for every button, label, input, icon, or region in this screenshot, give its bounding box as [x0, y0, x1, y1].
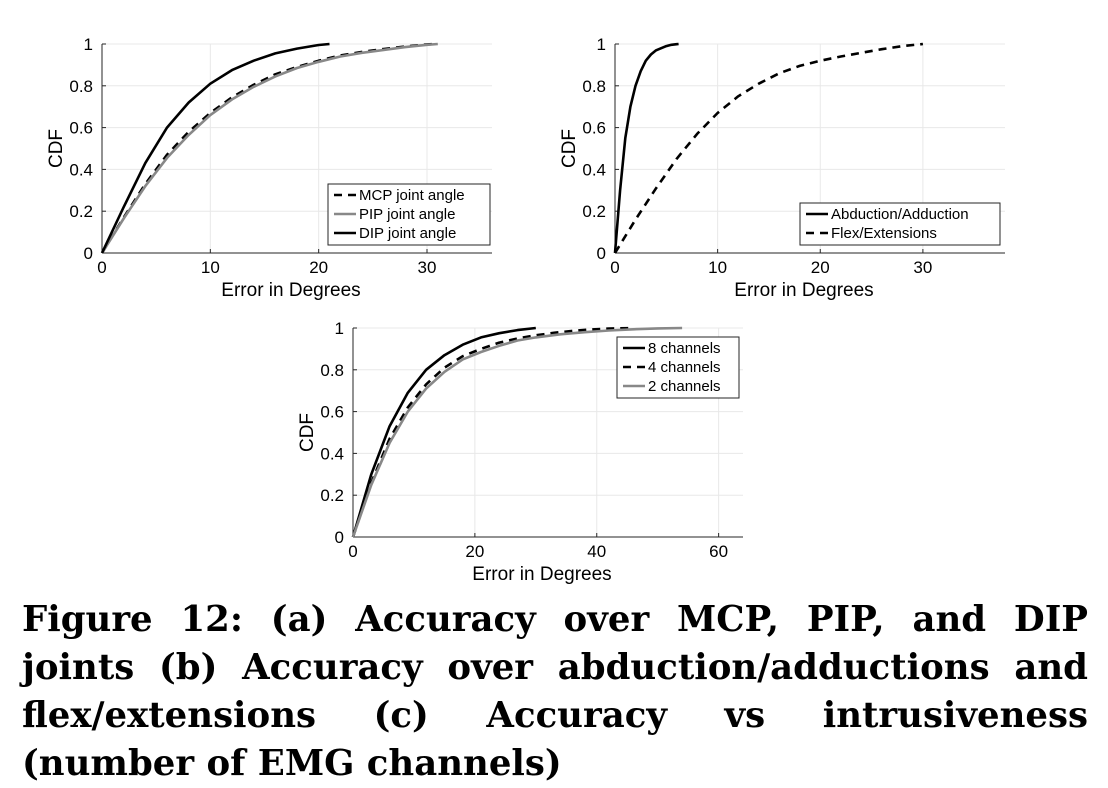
x-tick-label: 0	[97, 258, 106, 277]
y-axis-label: CDF	[46, 129, 67, 168]
y-tick-label: 0.2	[69, 202, 93, 221]
series-line-abduction-adduction	[613, 42, 679, 254]
series-line-8-channels	[351, 326, 536, 538]
x-axis-label: Error in Degrees	[734, 280, 873, 301]
y-tick-label: 0	[84, 244, 93, 263]
y-tick-label: 0.4	[320, 444, 344, 463]
legend: MCP joint angle PIP joint angle DIP joint …	[327, 183, 491, 246]
x-tick-label: 30	[913, 258, 932, 277]
x-tick-label: 0	[610, 258, 619, 277]
y-tick-label: 0.4	[582, 160, 606, 179]
series-line-flex-extensions	[613, 42, 924, 254]
legend: Abduction/Adduction Flex/Extensions	[799, 202, 1001, 246]
x-tick-label: 30	[418, 258, 437, 277]
chart-c: 0 20 40 60 0 0.2 0.4 0.6 0.8 1 Error in Degrees CDF…	[297, 319, 743, 585]
legend-label: 8 channels	[648, 340, 721, 357]
legend-label: Abduction/Adduction	[831, 206, 969, 223]
y-tick-label: 0.8	[69, 77, 93, 96]
y-tick-label: 0.6	[320, 403, 344, 422]
y-axis-label: CDF	[297, 413, 318, 452]
chart-a: 0 10 20 30 0 0.2 0.4 0.6 0.8 1 Error in Degrees CDF…	[46, 35, 492, 301]
series-line-mcp-joint-angle	[100, 42, 438, 254]
y-tick-label: 0.6	[69, 119, 93, 138]
series-line-dip-joint-angle	[100, 42, 330, 254]
y-tick-label: 0.2	[582, 202, 606, 221]
x-tick-label: 10	[708, 258, 727, 277]
series-line-2-channels	[351, 326, 683, 538]
legend-label: MCP joint angle	[359, 187, 465, 204]
y-tick-label: 0.8	[582, 77, 606, 96]
y-tick-label: 1	[335, 319, 344, 338]
chart-b: 0 10 20 30 0 0.2 0.4 0.6 0.8 1 Error in Degrees CDF…	[559, 35, 1005, 301]
y-tick-label: 1	[597, 35, 606, 54]
y-tick-label: 0	[597, 244, 606, 263]
figure-caption: Figure 12: (a) Accuracy over MCP, PIP, a…	[22, 599, 1088, 784]
legend-label: 2 channels	[648, 378, 721, 395]
x-tick-label: 10	[201, 258, 220, 277]
legend: 8 channels 4 channels 2 channels	[616, 336, 740, 399]
series-line-4-channels	[351, 326, 634, 538]
y-tick-label: 1	[84, 35, 93, 54]
x-tick-label: 20	[465, 542, 484, 561]
x-axis-label: Error in Degrees	[221, 280, 360, 301]
x-tick-label: 0	[348, 542, 357, 561]
y-tick-label: 0.6	[582, 119, 606, 138]
x-tick-label: 60	[709, 542, 728, 561]
y-tick-label: 0	[335, 528, 344, 547]
y-tick-label: 0.2	[320, 486, 344, 505]
legend-label: Flex/Extensions	[831, 225, 937, 242]
legend-box	[799, 202, 1001, 246]
y-tick-label: 0.4	[69, 160, 93, 179]
x-tick-label: 20	[309, 258, 328, 277]
series-line-pip-joint-angle	[100, 42, 438, 254]
x-axis-label: Error in Degrees	[472, 564, 611, 585]
y-tick-label: 0.8	[320, 361, 344, 380]
legend-label: DIP joint angle	[359, 225, 456, 242]
legend-label: 4 channels	[648, 359, 721, 376]
legend-label: PIP joint angle	[359, 206, 455, 223]
x-tick-label: 40	[587, 542, 606, 561]
x-tick-label: 20	[811, 258, 830, 277]
y-axis-label: CDF	[559, 129, 580, 168]
